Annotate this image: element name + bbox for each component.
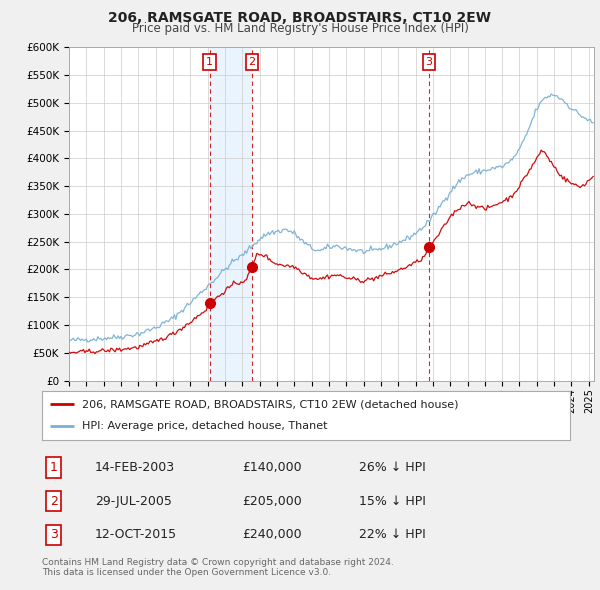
Text: 2: 2: [50, 495, 58, 508]
Text: £240,000: £240,000: [242, 529, 302, 542]
Text: £205,000: £205,000: [242, 495, 302, 508]
Text: 29-JUL-2005: 29-JUL-2005: [95, 495, 172, 508]
Text: Contains HM Land Registry data © Crown copyright and database right 2024.: Contains HM Land Registry data © Crown c…: [42, 558, 394, 566]
Text: 14-FEB-2003: 14-FEB-2003: [95, 461, 175, 474]
Text: 206, RAMSGATE ROAD, BROADSTAIRS, CT10 2EW (detached house): 206, RAMSGATE ROAD, BROADSTAIRS, CT10 2E…: [82, 399, 458, 409]
Text: 2: 2: [248, 57, 256, 67]
Text: 206, RAMSGATE ROAD, BROADSTAIRS, CT10 2EW: 206, RAMSGATE ROAD, BROADSTAIRS, CT10 2E…: [109, 11, 491, 25]
Text: 22% ↓ HPI: 22% ↓ HPI: [359, 529, 425, 542]
Text: This data is licensed under the Open Government Licence v3.0.: This data is licensed under the Open Gov…: [42, 568, 331, 577]
Text: 15% ↓ HPI: 15% ↓ HPI: [359, 495, 425, 508]
Text: Price paid vs. HM Land Registry's House Price Index (HPI): Price paid vs. HM Land Registry's House …: [131, 22, 469, 35]
Text: 3: 3: [50, 529, 58, 542]
Text: £140,000: £140,000: [242, 461, 302, 474]
Text: HPI: Average price, detached house, Thanet: HPI: Average price, detached house, Than…: [82, 421, 327, 431]
Bar: [209, 47, 252, 381]
Text: 12-OCT-2015: 12-OCT-2015: [95, 529, 177, 542]
Text: 3: 3: [425, 57, 433, 67]
Text: 26% ↓ HPI: 26% ↓ HPI: [359, 461, 425, 474]
Text: 1: 1: [50, 461, 58, 474]
Text: 1: 1: [206, 57, 213, 67]
